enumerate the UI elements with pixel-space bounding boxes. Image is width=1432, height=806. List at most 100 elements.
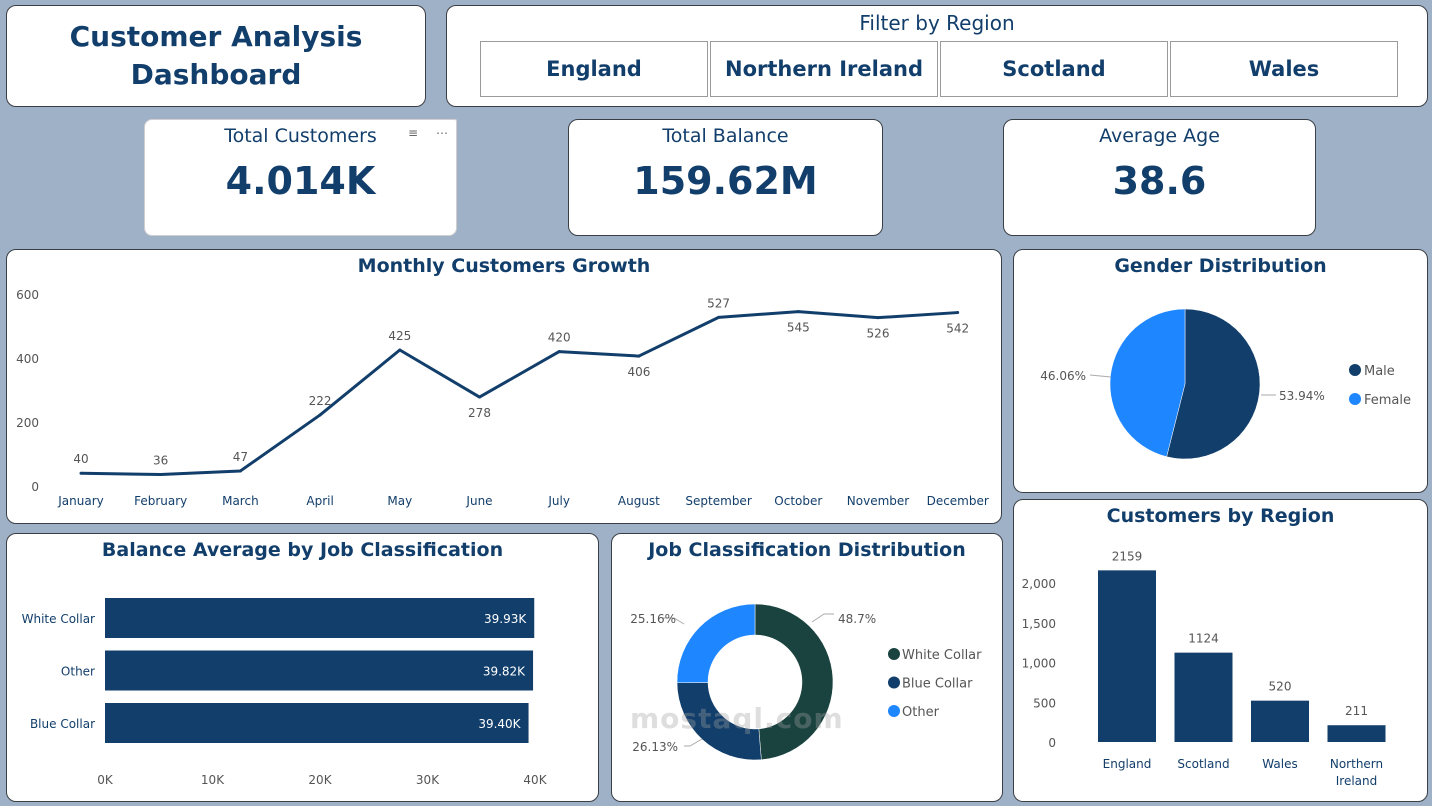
more-options-icon[interactable]: ⋯ bbox=[436, 126, 448, 140]
x-tick-label: 40K bbox=[523, 773, 547, 787]
leader-line bbox=[811, 613, 834, 623]
monthly-customers-growth-chart[interactable]: Monthly Customers Growth 0 200 400 600 40 Jan… bbox=[6, 249, 1002, 524]
data-point bbox=[557, 350, 561, 354]
job-classification-chart[interactable]: Job Classification Distribution 48.7% 25.… bbox=[611, 533, 1003, 802]
leader-line bbox=[662, 617, 685, 625]
x-tick-label: September bbox=[685, 494, 751, 508]
data-label: 545 bbox=[787, 321, 810, 335]
data-label: 53.94% bbox=[1279, 389, 1325, 403]
watermark: mostaql.com bbox=[630, 702, 844, 735]
data-point bbox=[956, 311, 960, 315]
legend-label: White Collar bbox=[902, 648, 982, 663]
dashboard-title-card: Customer Analysis Dashboard bbox=[6, 5, 426, 107]
filter-icon[interactable]: ≡ bbox=[407, 126, 418, 140]
slicer-england[interactable]: England bbox=[480, 41, 708, 97]
data-label: 39.82K bbox=[483, 665, 526, 679]
leader-line bbox=[684, 738, 703, 747]
data-label: 222 bbox=[309, 394, 332, 408]
x-tick-label: England bbox=[1103, 757, 1152, 771]
y-tick-label: 400 bbox=[16, 352, 39, 366]
y-tick-label: 0 bbox=[31, 480, 39, 494]
y-tick-label: 1,500 bbox=[1022, 617, 1056, 631]
leader-line bbox=[1089, 374, 1112, 378]
x-tick-label: June bbox=[465, 494, 492, 508]
x-tick-label: February bbox=[134, 494, 187, 508]
pie-slice-male bbox=[1166, 308, 1261, 460]
data-label: 39.93K bbox=[484, 612, 527, 626]
bar-white-collar bbox=[105, 598, 535, 638]
x-tick-label: Wales bbox=[1262, 757, 1297, 771]
data-label: 46.06% bbox=[1040, 369, 1086, 383]
data-point bbox=[398, 348, 402, 352]
data-label: 278 bbox=[468, 406, 491, 420]
pie-chart-svg: 53.94% 46.06% Male Female bbox=[1040, 308, 1411, 460]
slicer-wales[interactable]: Wales bbox=[1170, 41, 1398, 97]
donut-chart-svg: 48.7% 25.16% 26.13% White Collar Blue Collar… bbox=[630, 603, 982, 761]
line-chart-svg: 0 200 400 600 40 January 36 February 47 March 222 A… bbox=[16, 288, 989, 508]
data-point bbox=[717, 315, 721, 319]
data-label: 25.16% bbox=[630, 612, 676, 626]
chart-title: Job Classification Distribution bbox=[648, 539, 966, 561]
legend-label: Other bbox=[902, 705, 940, 720]
y-tick-label: 1,000 bbox=[1022, 657, 1056, 671]
data-label: 420 bbox=[548, 331, 571, 345]
region-filter-slicer: Filter by Region England Northern Irelan… bbox=[446, 5, 1428, 107]
kpi-label: Average Age bbox=[1099, 125, 1220, 147]
kpi-total-balance[interactable]: Total Balance 159.62M bbox=[568, 119, 883, 236]
legend-marker bbox=[1349, 364, 1361, 376]
x-tick-label: May bbox=[387, 494, 412, 508]
kpi-total-customers[interactable]: ≡ ⋯ Total Customers 4.014K bbox=[144, 119, 457, 236]
data-label: 1124 bbox=[1188, 632, 1219, 646]
filter-title: Filter by Region bbox=[859, 11, 1015, 35]
data-label: 26.13% bbox=[632, 740, 678, 754]
chart-title: Customers by Region bbox=[1106, 505, 1335, 527]
data-point bbox=[478, 395, 481, 399]
legend-label: Male bbox=[1364, 364, 1395, 379]
chart-title: Monthly Customers Growth bbox=[357, 255, 651, 277]
balance-by-job-chart[interactable]: Balance Average by Job Classification 39… bbox=[6, 533, 599, 802]
bar-northern-ireland bbox=[1327, 725, 1386, 742]
x-tick-label: 20K bbox=[308, 773, 332, 787]
data-label: 48.7% bbox=[838, 612, 876, 626]
bar-other bbox=[105, 650, 534, 691]
x-tick-label: Ireland bbox=[1336, 774, 1378, 788]
chart-title: Balance Average by Job Classification bbox=[101, 539, 504, 561]
bar-scotland bbox=[1174, 652, 1233, 742]
hbar-chart-svg: 39.93K White Collar 39.82K Other 39.40K Blue … bbox=[22, 598, 548, 787]
gender-distribution-chart[interactable]: Gender Distribution 53.94% 46.06% Male Fema… bbox=[1013, 249, 1428, 493]
chart-title: Gender Distribution bbox=[1114, 255, 1327, 277]
series-line bbox=[80, 310, 958, 476]
data-label: 47 bbox=[233, 450, 248, 464]
donut-slice-white-collar bbox=[754, 603, 834, 761]
x-tick-label: July bbox=[547, 494, 570, 508]
legend-marker bbox=[1349, 393, 1361, 405]
data-label: 520 bbox=[1269, 680, 1292, 694]
data-label: 211 bbox=[1345, 704, 1368, 718]
y-tick-label: White Collar bbox=[22, 612, 95, 626]
data-point bbox=[159, 472, 163, 476]
x-tick-label: October bbox=[774, 494, 822, 508]
customers-by-region-chart[interactable]: Customers by Region 0 500 1,000 1,500 2,000 2… bbox=[1013, 499, 1428, 802]
y-tick-label: 0 bbox=[1048, 736, 1056, 750]
legend-label: Female bbox=[1364, 393, 1411, 408]
data-point bbox=[796, 310, 800, 314]
y-tick-label: 200 bbox=[16, 416, 39, 430]
y-tick-label: 500 bbox=[1033, 696, 1056, 710]
bar-blue-collar bbox=[105, 703, 529, 743]
y-tick-label: 600 bbox=[16, 288, 39, 302]
data-label: 40 bbox=[73, 452, 88, 466]
kpi-value: 159.62M bbox=[633, 159, 818, 203]
legend-marker bbox=[888, 705, 900, 717]
x-tick-label: 0K bbox=[97, 773, 114, 787]
legend-marker bbox=[888, 648, 900, 660]
slicer-scotland[interactable]: Scotland bbox=[940, 41, 1168, 97]
legend-label: Blue Collar bbox=[902, 677, 973, 692]
data-point bbox=[318, 413, 322, 417]
slicer-northern-ireland[interactable]: Northern Ireland bbox=[710, 41, 938, 97]
x-tick-label: December bbox=[927, 494, 989, 508]
data-point bbox=[79, 471, 83, 475]
data-label: 542 bbox=[946, 322, 969, 336]
kpi-average-age[interactable]: Average Age 38.6 bbox=[1003, 119, 1316, 236]
data-point bbox=[876, 316, 880, 320]
y-tick-label: Blue Collar bbox=[30, 717, 95, 731]
